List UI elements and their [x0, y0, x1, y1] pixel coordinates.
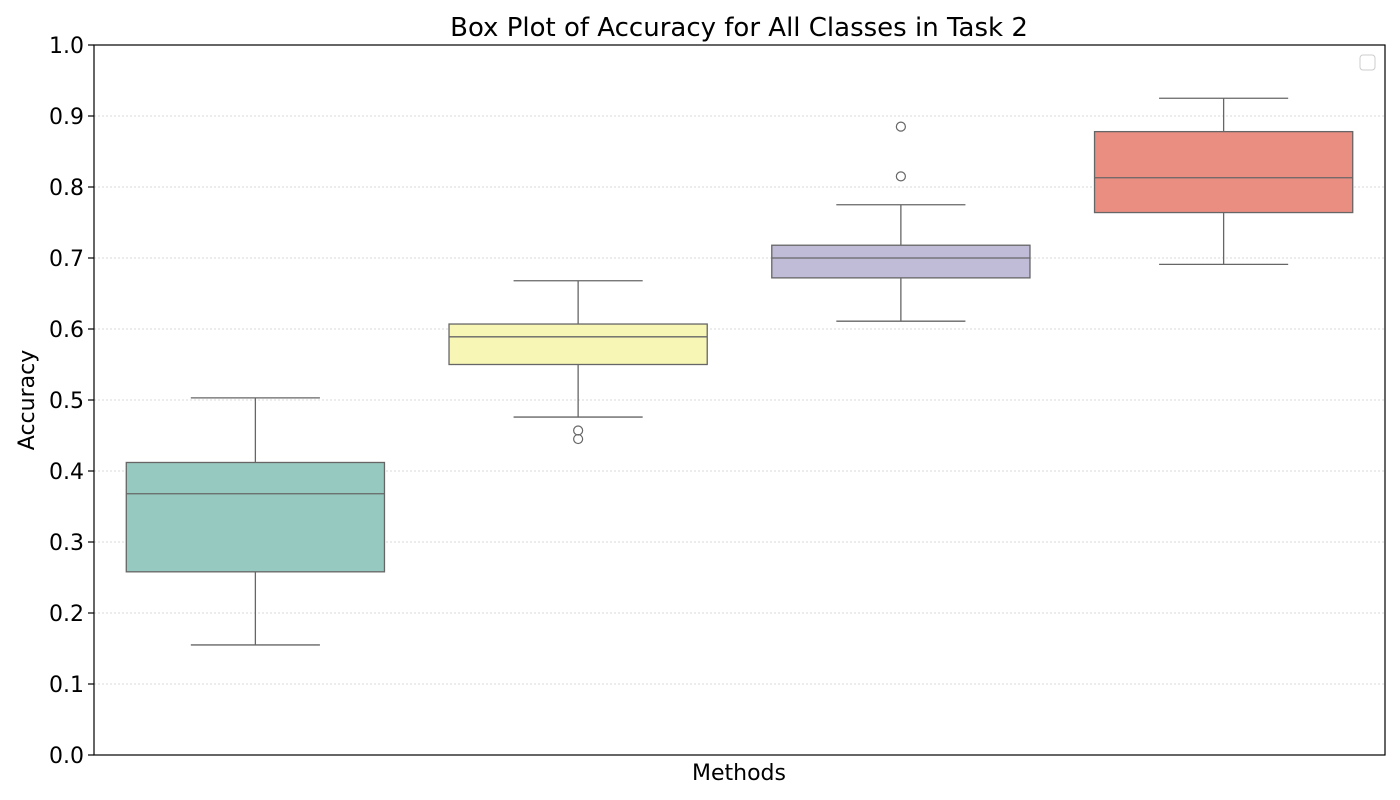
box-2: [448, 280, 708, 445]
y-tick-label: 1.0: [49, 34, 84, 59]
x-axis-label: Methods: [692, 761, 786, 786]
y-tick-label: 0.7: [49, 247, 84, 272]
box-series: [125, 97, 1354, 646]
box-body: [771, 244, 1031, 279]
chart-title: Box Plot of Accuracy for All Classes in …: [450, 13, 1028, 43]
y-tick-label: 0.4: [49, 460, 84, 485]
y-tick-label: 0.3: [49, 531, 84, 556]
y-tick-label: 0.0: [49, 744, 84, 769]
box-body: [448, 323, 708, 366]
outlier-point: [573, 433, 584, 445]
legend-box: [1359, 54, 1376, 71]
outlier-point: [895, 171, 906, 182]
grid-lines: [94, 115, 1385, 685]
y-axis-label: Accuracy: [15, 350, 40, 450]
outlier-point: [895, 121, 906, 132]
box-4: [1093, 97, 1354, 266]
y-tick-label: 0.2: [49, 602, 84, 627]
box-body: [125, 461, 386, 573]
outlier-point: [573, 425, 584, 436]
y-axis-ticks: 0.0 0.1 0.2 0.3 0.4 0.5 0.6 0.7 0.8 0.9 1.0: [49, 34, 94, 769]
y-tick-label: 0.8: [49, 176, 84, 201]
y-tick-label: 0.6: [49, 318, 84, 343]
box-1: [125, 397, 386, 646]
y-tick-label: 0.1: [49, 673, 84, 698]
box-body: [1093, 130, 1354, 214]
y-tick-label: 0.9: [49, 105, 84, 130]
y-tick-label: 0.5: [49, 389, 84, 414]
box-3: [771, 121, 1031, 322]
